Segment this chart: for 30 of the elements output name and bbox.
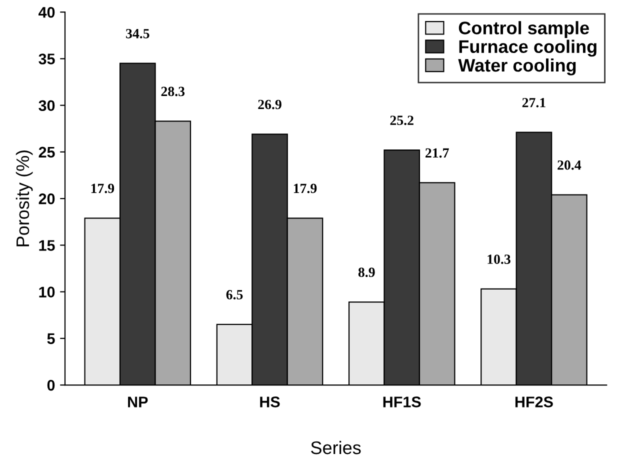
x-tick-label: HF1S bbox=[383, 396, 421, 408]
legend-label: Water cooling bbox=[458, 58, 576, 76]
y-tick-label: 20 bbox=[38, 193, 55, 204]
y-tick-label: 10 bbox=[39, 286, 55, 298]
x-tick-label: HF2S bbox=[515, 396, 553, 408]
y-tick-label: 5 bbox=[47, 333, 55, 344]
y-tick-label: 25 bbox=[38, 146, 55, 158]
x-tick-label: HS bbox=[260, 396, 280, 408]
data-label: 25.2 bbox=[390, 116, 414, 126]
legend-label: Furnace cooling bbox=[459, 40, 596, 57]
y-tick-label: 35 bbox=[38, 54, 55, 64]
data-label: 10.3 bbox=[488, 254, 510, 264]
x-tick-label: NP bbox=[128, 396, 148, 408]
data-label: 21.7 bbox=[426, 148, 449, 158]
data-label: 17.9 bbox=[294, 184, 317, 194]
data-label: 20.4 bbox=[558, 160, 582, 170]
data-label: 8.9 bbox=[358, 268, 375, 278]
data-label: 28.3 bbox=[161, 86, 185, 96]
y-tick-label: 15 bbox=[39, 240, 55, 251]
data-label: 17.9 bbox=[91, 184, 114, 194]
legend-label: Control sample bbox=[458, 21, 589, 38]
data-label: 26.9 bbox=[258, 100, 282, 110]
data-label: 6.5 bbox=[226, 290, 243, 300]
y-tick-label: 30 bbox=[38, 100, 55, 112]
y-tick-label: 40 bbox=[38, 6, 55, 18]
data-label: 27.1 bbox=[522, 98, 546, 108]
y-tick-label: 0 bbox=[47, 380, 55, 391]
y-axis-title: Porosity (%) bbox=[16, 150, 33, 246]
x-axis-title: Series bbox=[311, 440, 361, 454]
data-label: 34.5 bbox=[126, 28, 150, 38]
